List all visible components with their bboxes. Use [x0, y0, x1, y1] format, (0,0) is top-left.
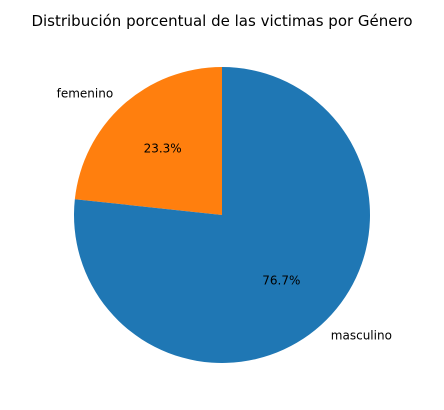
pie-slice-masculino	[74, 67, 371, 363]
pie-percent-femenino: 23.3%	[144, 141, 182, 155]
pie-labels: femenino 23.3% masculino 76.7%	[57, 86, 392, 342]
pie-label-femenino: femenino	[57, 86, 114, 100]
chart-title: Distribución porcentual de las victimas …	[31, 12, 412, 30]
pie-label-masculino: masculino	[331, 329, 392, 343]
pie-percent-masculino: 76.7%	[262, 274, 300, 288]
pie-slices	[74, 67, 371, 363]
pie-slice-femenino	[74, 67, 223, 215]
